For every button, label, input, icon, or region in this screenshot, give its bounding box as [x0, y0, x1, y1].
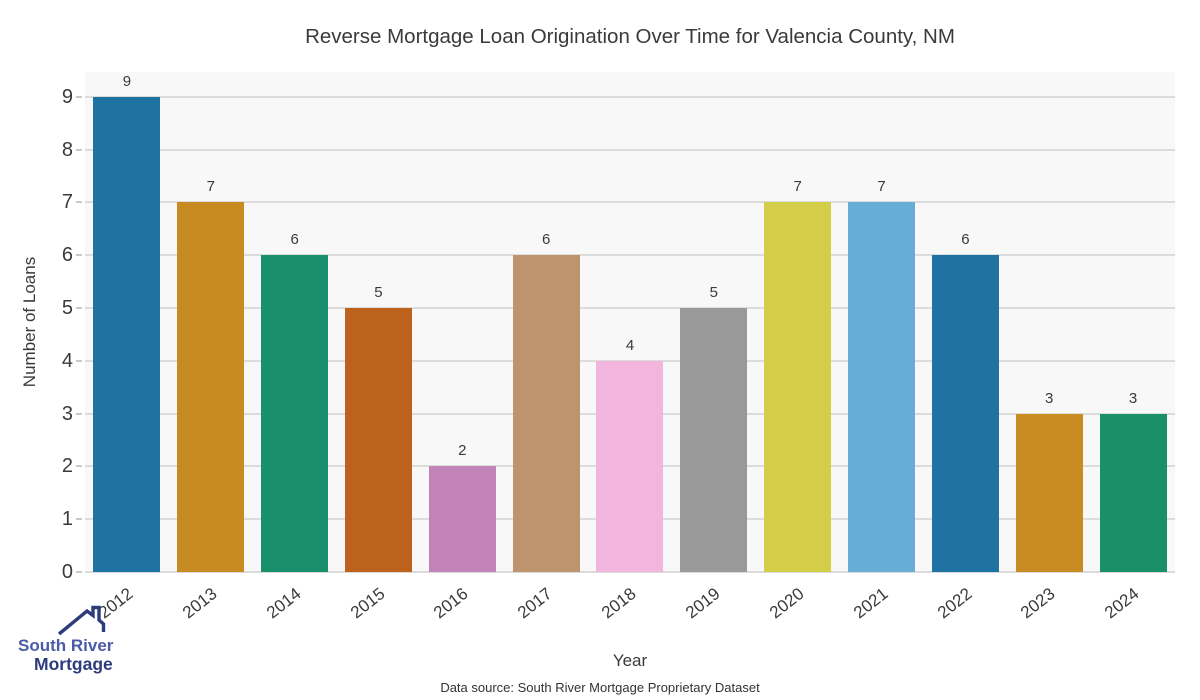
y-tick-mark-8 — [76, 148, 82, 151]
bar-2018 — [596, 360, 664, 572]
x-tick-label-2017: 2017 — [514, 584, 556, 623]
y-tick-mark-6 — [76, 254, 82, 257]
bar-value-label-2020: 7 — [793, 178, 802, 196]
bar-value-label-2021: 7 — [877, 178, 886, 196]
bar-value-label-2024: 3 — [1128, 389, 1138, 407]
y-axis-title: Number of Loans — [20, 256, 39, 388]
x-tick-label-2015: 2015 — [346, 584, 389, 623]
y-tick-mark-1 — [76, 518, 82, 521]
house-roof-icon — [57, 605, 106, 636]
x-tick-label-2024: 2024 — [1101, 584, 1143, 623]
y-tick-mark-3 — [76, 412, 82, 415]
y-tick-label-8: 8 — [61, 138, 73, 161]
x-tick-label-2013: 2013 — [178, 584, 221, 623]
bar-2024 — [1099, 413, 1167, 572]
y-tick-label-6: 6 — [61, 244, 73, 267]
gridline-y9 — [85, 95, 1175, 98]
y-tick-mark-7 — [76, 201, 82, 204]
y-tick-mark-5 — [76, 307, 82, 309]
chart-title: Reverse Mortgage Loan Origination Over T… — [305, 25, 955, 48]
y-tick-label-5: 5 — [61, 297, 73, 319]
y-tick-mark-4 — [76, 359, 82, 362]
logo-text-mortgage: Mortgage — [34, 653, 113, 674]
gridline-y4 — [85, 359, 1175, 362]
bar-2023 — [1015, 413, 1083, 572]
plot-area: 9 7 6 5 2 6 4 5 7 7 6 3 3 — [76, 72, 1175, 573]
bar-2021 — [848, 202, 916, 572]
bar-slot-2024: 3 — [1091, 72, 1175, 572]
bar-slot-2019: 5 — [672, 72, 756, 572]
y-tick-label-0: 0 — [61, 561, 73, 583]
x-axis-title: Year — [612, 651, 648, 670]
bar-slot-2013: 7 — [169, 72, 253, 572]
bar-slot-2023: 3 — [1007, 72, 1091, 572]
data-source-note: Data source: South River Mortgage Propri… — [440, 680, 760, 695]
x-tick-label-2022: 2022 — [933, 584, 976, 623]
bar-value-label-2015: 5 — [374, 284, 383, 302]
bar-value-label-2022: 6 — [961, 231, 970, 249]
bar-2019 — [680, 308, 748, 572]
y-tick-label-2: 2 — [61, 455, 73, 478]
bar-value-label-2016: 2 — [458, 442, 467, 460]
gridline-y0 — [85, 571, 1175, 573]
gridline-y7 — [85, 201, 1175, 204]
bar-slot-2022: 6 — [923, 72, 1007, 572]
y-tick-label-9: 9 — [61, 85, 73, 108]
bar-2014 — [261, 255, 329, 572]
y-tick-label-3: 3 — [61, 402, 73, 425]
bar-slot-2021: 7 — [840, 72, 924, 572]
bar-value-label-2017: 6 — [541, 231, 551, 249]
y-tick-label-1: 1 — [61, 508, 73, 531]
bar-value-label-2023: 3 — [1045, 389, 1054, 407]
y-tick-mark-2 — [76, 465, 82, 468]
bar-slot-2017: 6 — [504, 72, 588, 572]
bar-value-label-2012: 9 — [122, 72, 132, 90]
gridline-y8 — [85, 148, 1175, 151]
bar-value-label-2014: 6 — [290, 231, 299, 249]
bar-2012 — [93, 96, 161, 572]
y-tick-label-4: 4 — [61, 349, 73, 372]
x-tick-label-2020: 2020 — [765, 584, 808, 623]
bar-slot-2020: 7 — [756, 72, 840, 572]
y-tick-mark-9 — [76, 95, 82, 98]
gridline-y6 — [85, 254, 1175, 257]
bar-slot-2015: 5 — [337, 72, 421, 572]
south-river-mortgage-logo: South River Mortgage — [18, 603, 148, 673]
x-tick-label-2014: 2014 — [262, 584, 305, 623]
bar-slot-2018: 4 — [588, 72, 672, 572]
x-tick-label-2023: 2023 — [1017, 584, 1059, 623]
bars-layer: 9 7 6 5 2 6 4 5 7 7 6 3 3 — [85, 72, 1175, 572]
bar-2022 — [931, 255, 999, 572]
bar-slot-2012: 9 — [85, 72, 169, 572]
bar-slot-2014: 6 — [253, 72, 337, 572]
y-tick-label-7: 7 — [61, 191, 73, 214]
bar-2015 — [344, 308, 412, 572]
x-tick-label-2019: 2019 — [682, 584, 724, 623]
bar-value-label-2018: 4 — [625, 336, 635, 354]
x-tick-label-2016: 2016 — [430, 584, 473, 623]
logo-text-south-river: South River — [18, 636, 114, 655]
bar-2016 — [428, 466, 496, 572]
bar-slot-2016: 2 — [420, 72, 504, 572]
x-tick-label-2021: 2021 — [849, 584, 892, 623]
bar-2017 — [512, 255, 580, 572]
bar-value-label-2013: 7 — [206, 178, 215, 196]
x-tick-label-2018: 2018 — [598, 584, 640, 623]
y-tick-mark-0 — [76, 571, 82, 573]
bar-2013 — [177, 202, 245, 572]
gridline-y5 — [85, 307, 1175, 309]
bar-2020 — [764, 202, 832, 572]
bar-value-label-2019: 5 — [709, 284, 718, 302]
